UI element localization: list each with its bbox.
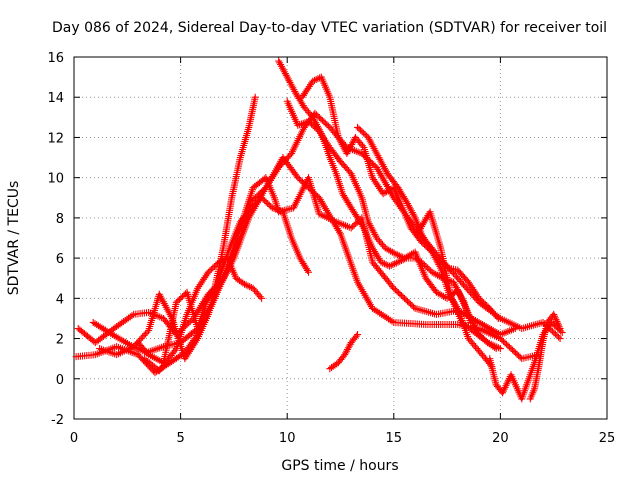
series-track-11 [354, 123, 502, 322]
y-tick-label: 12 [47, 131, 64, 146]
y-tick-label: -2 [51, 413, 64, 428]
series-track-10 [326, 331, 362, 373]
x-tick-label: 0 [70, 431, 78, 446]
y-tick-label: 14 [47, 91, 64, 106]
series-track-14 [526, 310, 564, 403]
series-track-3 [74, 174, 519, 347]
axis-ticks: 0 5 10 15 20 25 -2 0 2 4 6 8 10 12 14 16 [47, 51, 615, 446]
series-track-7 [275, 57, 475, 326]
series-markers [326, 331, 362, 373]
x-tick-label: 25 [599, 431, 616, 446]
x-tick-label: 20 [492, 431, 509, 446]
series-markers [275, 57, 475, 326]
plot-frame [73, 56, 608, 420]
x-axis-label: GPS time / hours [281, 458, 398, 474]
y-tick-label: 8 [56, 212, 64, 227]
data-series [72, 57, 566, 403]
chart-title: Day 086 of 2024, Sidereal Day-to-day VTE… [52, 20, 607, 36]
y-tick-label: 6 [56, 252, 64, 267]
y-tick-label: 2 [56, 333, 64, 348]
series-track-6 [134, 93, 259, 367]
series-markers [74, 174, 519, 347]
x-tick-label: 10 [279, 431, 296, 446]
y-tick-label: 4 [56, 292, 64, 307]
y-tick-label: 16 [47, 51, 64, 66]
x-tick-label: 5 [176, 431, 184, 446]
series-markers [526, 310, 564, 403]
series-markers [283, 97, 500, 353]
y-tick-label: 0 [56, 373, 64, 388]
x-tick-label: 15 [386, 431, 403, 446]
y-tick-label: 10 [47, 172, 64, 187]
series-markers [354, 123, 502, 322]
series-track-9 [283, 97, 500, 353]
series-markers [413, 208, 504, 353]
y-axis-label: SDTVAR / TECUs [6, 181, 22, 296]
series-track-12 [413, 208, 504, 353]
plot-border [73, 56, 608, 420]
series-markers [134, 93, 259, 367]
